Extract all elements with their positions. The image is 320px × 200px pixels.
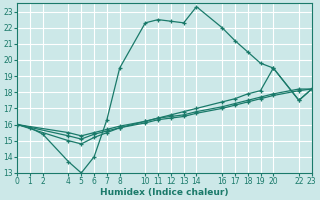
X-axis label: Humidex (Indice chaleur): Humidex (Indice chaleur) (100, 188, 229, 197)
